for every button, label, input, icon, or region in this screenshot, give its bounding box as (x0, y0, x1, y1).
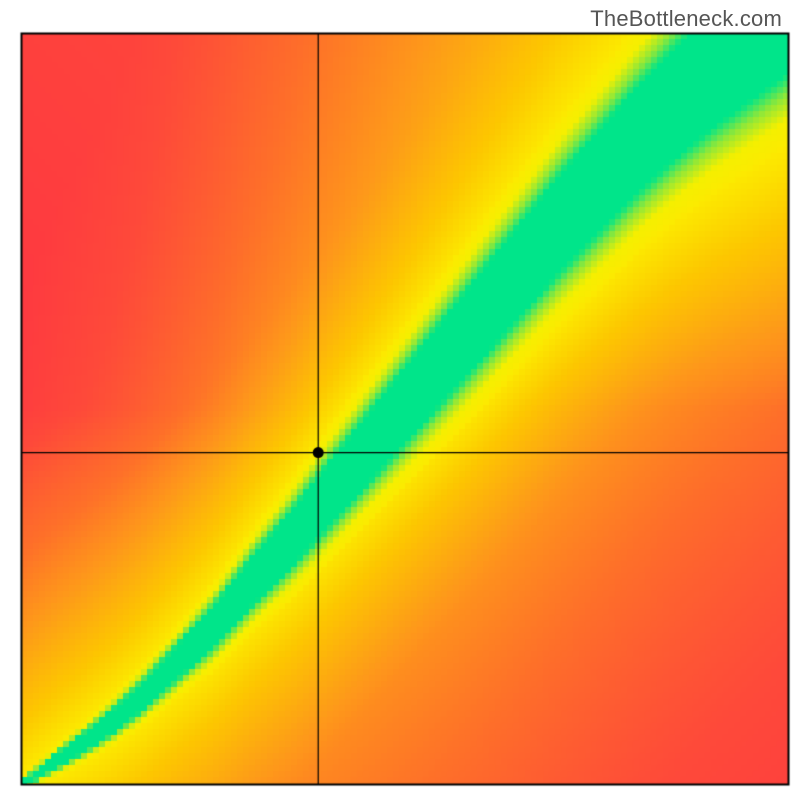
heatmap-canvas (0, 0, 800, 800)
chart-container: { "watermark": "TheBottleneck.com", "cha… (0, 0, 800, 800)
watermark-text: TheBottleneck.com (590, 6, 782, 32)
